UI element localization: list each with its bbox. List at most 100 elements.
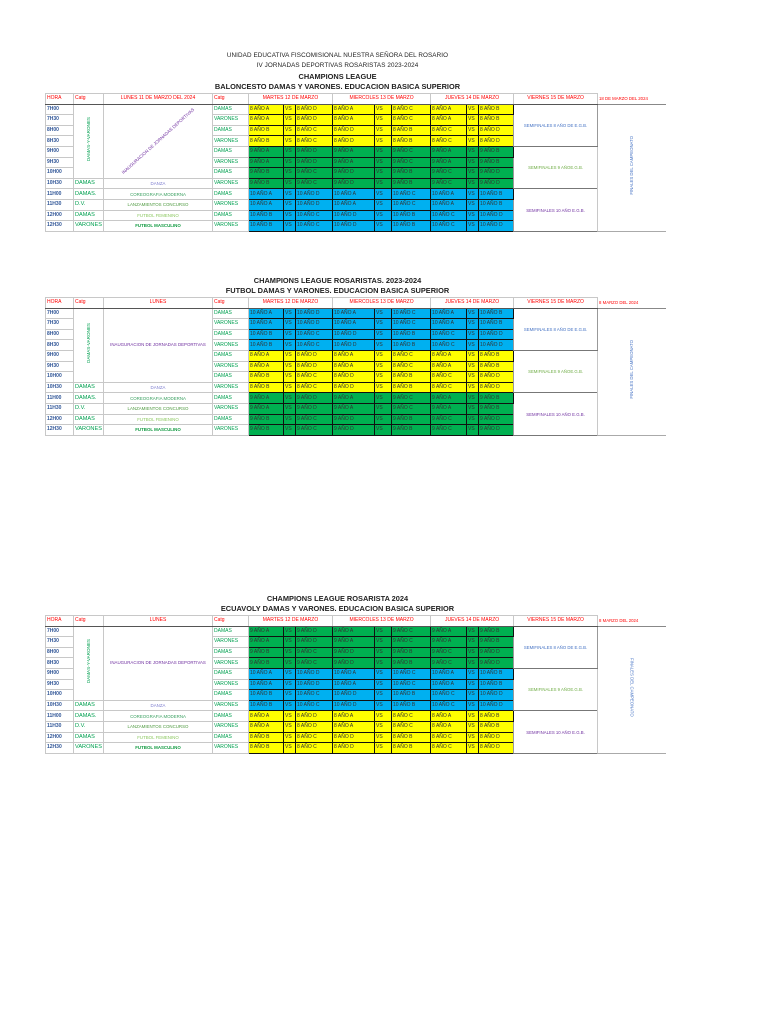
team-cell: 8 AÑO C	[430, 731, 468, 744]
schedule-section-futbol: CHAMPIONS LEAGUE ROSARISTAS. 2023-2024 FU…	[45, 276, 666, 436]
vs-cell: VS	[283, 742, 296, 754]
vs-cell: VS	[466, 392, 480, 404]
team-cell: 9 AÑO A	[430, 636, 468, 648]
team-cell: 9 AÑO A	[248, 625, 284, 638]
team-cell: 9 AÑO A	[430, 156, 468, 169]
team-cell: 10 AÑO C	[294, 339, 334, 351]
team-cell: 9 AÑO C	[294, 413, 334, 426]
team-cell: 8 AÑO C	[391, 710, 432, 722]
vs-cell: VS	[283, 699, 296, 712]
table-row: 12H30 VARONES FUTBOL MASCULINO VARONES 10 AÑ…	[45, 220, 666, 232]
category-cell: DAMAS	[212, 328, 249, 341]
table-header-row: HORA Catg LUNES Catg MARTES 12 DE MARZO MIERC…	[45, 297, 666, 309]
table-header-row: HORA Catg LUNES Catg MARTES 12 DE MARZO MIERC…	[45, 615, 666, 627]
vs-cell: VS	[374, 636, 393, 648]
team-cell: 9 AÑO C	[430, 646, 468, 659]
table-row: 11H30 D.V. LANZAMIENTOS CONCURSO VARONES 9 A…	[45, 402, 666, 415]
team-cell: 9 AÑO C	[430, 177, 468, 190]
title-line: ECUAVOLY DAMAS Y VARONES. EDUCACION BASI…	[220, 604, 455, 614]
finals-cell: FINALES DEL CAMPEONATO	[597, 104, 666, 232]
header-lunes: LUNES	[103, 615, 213, 627]
vs-cell: VS	[466, 667, 480, 680]
vs-cell: VS	[466, 318, 480, 330]
team-cell: 9 AÑO B	[248, 646, 284, 659]
team-cell: 10 AÑO A	[332, 188, 376, 200]
team-cell: 8 AÑO A	[430, 710, 468, 722]
category-cell: VARONES	[212, 198, 249, 211]
category-cell: DAMAS.	[73, 710, 104, 722]
category-block-label: DAMAS-Y-VARONES	[86, 117, 91, 162]
category-cell: VARONES	[212, 720, 249, 733]
team-cell: 10 AÑO B	[248, 209, 284, 222]
header-hora: HORA	[45, 615, 74, 627]
semifinal-cell: SEMIFINALES 10 AÑO E.G.B.	[513, 710, 599, 754]
title-line: UNIDAD EDUCATIVA FISCOMISIONAL NUESTRA S…	[226, 51, 449, 59]
team-cell: 9 AÑO A	[332, 156, 376, 169]
schedule-section-ecuavoly: CHAMPIONS LEAGUE ROSARISTA 2024 ECUAVOLY …	[45, 594, 666, 754]
vs-cell: VS	[374, 124, 393, 137]
vs-cell: VS	[374, 625, 393, 638]
monday-event-cell: COREOGRAFIA MODERNA	[103, 710, 213, 722]
team-cell: 9 AÑO D	[294, 392, 334, 404]
vs-cell: VS	[374, 360, 393, 373]
vs-cell: VS	[283, 114, 296, 126]
category-cell: VARONES	[212, 318, 249, 330]
vs-cell: VS	[283, 339, 296, 351]
vs-cell: VS	[466, 710, 480, 722]
vs-cell: VS	[374, 678, 393, 691]
vs-cell: VS	[283, 360, 296, 373]
team-cell: 9 AÑO A	[332, 625, 376, 638]
time-cell: 10H30	[45, 699, 74, 712]
vs-cell: VS	[466, 636, 480, 648]
team-cell: 9 AÑO D	[294, 145, 334, 158]
team-cell: 9 AÑO C	[294, 167, 334, 179]
team-cell: 10 AÑO D	[478, 699, 515, 712]
team-cell: 10 AÑO D	[332, 209, 376, 222]
team-cell: 8 AÑO A	[248, 114, 284, 126]
time-cell: 8H00	[45, 124, 74, 137]
category-cell: VARONES	[212, 699, 249, 712]
monday-event-cell: FUTBOL FEMENINO	[103, 413, 213, 426]
category-cell: VARONES	[212, 114, 249, 126]
vs-cell: VS	[283, 720, 296, 733]
team-cell: 10 AÑO A	[248, 318, 284, 330]
monday-event-cell: DANZA	[103, 177, 213, 190]
semifinal-cell: SEMIFINALES 8 AÑO DE E.G.B.	[513, 625, 599, 669]
vs-cell: VS	[283, 307, 296, 320]
team-cell: 10 AÑO A	[430, 667, 468, 680]
team-cell: 10 AÑO A	[248, 307, 284, 320]
category-cell: VARONES	[73, 220, 104, 232]
monday-event-cell: FUTBOL MASCULINO	[103, 424, 213, 436]
category-cell: DAMAS	[212, 689, 249, 701]
vs-cell: VS	[283, 318, 296, 330]
team-cell: 8 AÑO C	[430, 124, 468, 137]
monday-event-cell: COREOGRAFIA MODERNA	[103, 188, 213, 200]
team-cell: 9 AÑO D	[294, 156, 334, 169]
team-cell: 10 AÑO D	[294, 667, 334, 680]
vs-cell: VS	[466, 402, 480, 415]
team-cell: 10 AÑO B	[391, 689, 432, 701]
team-cell: 9 AÑO B	[391, 424, 432, 436]
team-cell: 9 AÑO D	[332, 177, 376, 190]
schedule-section-baloncesto: UNIDAD EDUCATIVA FISCOMISIONAL NUESTRA S…	[45, 52, 666, 232]
category-cell: DAMAS	[73, 413, 104, 426]
category-cell: DAMAS	[73, 177, 104, 190]
vs-cell: VS	[283, 689, 296, 701]
vs-cell: VS	[374, 667, 393, 680]
vs-cell: VS	[466, 328, 480, 341]
header-miercoles: MIERCOLES 13 DE MARZO	[332, 615, 432, 627]
team-cell: 9 AÑO A	[332, 402, 376, 415]
category-cell: DAMAS	[212, 413, 249, 426]
vs-cell: VS	[466, 135, 480, 147]
category-cell: VARONES	[212, 678, 249, 691]
monday-event-cell: LANZAMIENTOS CONCURSO	[103, 198, 213, 211]
team-cell: 8 AÑO B	[478, 349, 515, 362]
vs-cell: VS	[374, 424, 393, 436]
time-cell: 8H30	[45, 657, 74, 669]
team-cell: 8 AÑO A	[332, 103, 376, 116]
vs-cell: VS	[374, 328, 393, 341]
category-block-label: DAMAS-Y-VARONES	[86, 639, 91, 684]
vs-cell: VS	[374, 307, 393, 320]
